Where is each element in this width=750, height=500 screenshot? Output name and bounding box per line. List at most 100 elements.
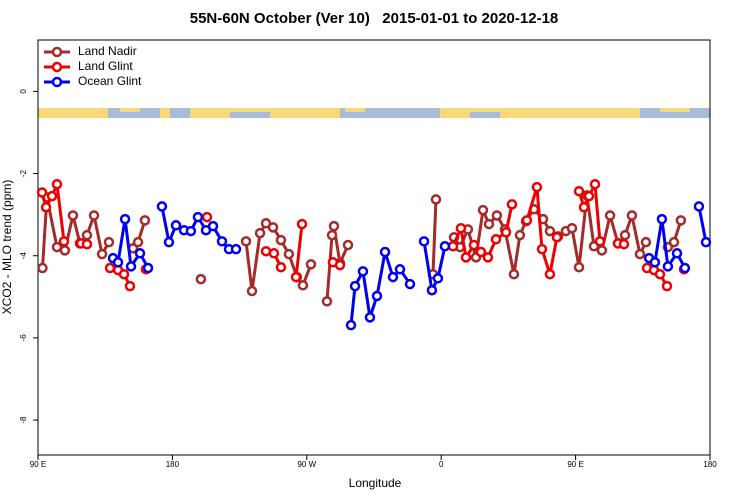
data-point xyxy=(426,284,438,296)
data-point xyxy=(596,245,608,256)
data-point xyxy=(119,213,131,225)
data-point xyxy=(185,225,197,237)
series-line xyxy=(40,197,111,269)
legend-label: Land Nadir xyxy=(78,44,137,58)
data-point xyxy=(490,234,502,245)
data-point xyxy=(36,187,48,198)
chart-title: 55N-60N October (Ver 10) 2015-01-01 to 2… xyxy=(190,10,559,27)
data-point xyxy=(551,231,563,243)
data-point xyxy=(58,236,70,247)
data-point xyxy=(573,185,585,197)
land-strip xyxy=(440,108,640,118)
data-point xyxy=(345,319,357,331)
data-point xyxy=(491,210,503,221)
data-point xyxy=(700,236,712,248)
data-point xyxy=(404,278,416,290)
data-point xyxy=(305,259,317,270)
data-point xyxy=(267,222,279,233)
x-tick-label: 90 E xyxy=(30,460,46,469)
data-point xyxy=(430,194,442,205)
data-point xyxy=(321,296,333,307)
x-tick-label: 0 xyxy=(439,460,444,469)
data-point xyxy=(468,239,480,251)
series-line xyxy=(431,199,438,275)
legend-label: Land Glint xyxy=(78,59,133,73)
legend-label: Ocean Glint xyxy=(78,74,142,88)
data-point xyxy=(37,262,48,274)
data-point xyxy=(334,259,346,271)
data-point xyxy=(514,229,526,241)
x-tick-label: 180 xyxy=(166,460,180,469)
data-point xyxy=(104,262,116,274)
data-point xyxy=(230,243,242,255)
data-point xyxy=(142,262,154,274)
data-point xyxy=(477,204,489,216)
data-point xyxy=(112,257,124,268)
data-point xyxy=(679,262,691,274)
data-point xyxy=(654,268,666,280)
data-point xyxy=(275,261,287,273)
data-point xyxy=(626,210,638,221)
data-point xyxy=(118,268,130,280)
data-point xyxy=(139,215,151,226)
data-point xyxy=(46,190,58,202)
data-point xyxy=(207,220,219,232)
data-point xyxy=(275,234,287,246)
data-point xyxy=(246,285,258,297)
y-tick-label: -6 xyxy=(19,334,28,342)
y-tick-label: -4 xyxy=(19,252,28,260)
data-point xyxy=(447,241,459,252)
data-point xyxy=(379,246,391,258)
legend-marker xyxy=(51,76,63,88)
data-point xyxy=(640,236,652,248)
data-point xyxy=(59,245,71,256)
data-point xyxy=(296,218,308,230)
data-point xyxy=(124,280,136,292)
data-point xyxy=(268,248,280,259)
y-tick-label: -2 xyxy=(19,169,28,177)
data-point xyxy=(521,215,533,226)
data-point xyxy=(544,268,556,280)
data-point xyxy=(88,210,100,221)
data-point xyxy=(216,236,228,247)
legend-marker xyxy=(51,46,63,58)
ocean-strip xyxy=(38,108,710,118)
data-point xyxy=(195,273,207,285)
data-point xyxy=(326,229,338,241)
data-point xyxy=(418,236,430,247)
data-point xyxy=(619,229,631,241)
series-line xyxy=(422,241,447,296)
data-point xyxy=(583,190,595,202)
data-point xyxy=(201,211,213,223)
data-point xyxy=(439,241,451,252)
land-strip xyxy=(38,108,108,118)
x-tick-label: 180 xyxy=(703,460,717,469)
data-point xyxy=(134,248,146,259)
data-point xyxy=(81,238,93,250)
data-point xyxy=(283,248,295,260)
data-point xyxy=(371,290,383,302)
data-point xyxy=(531,181,543,193)
data-point xyxy=(432,273,444,284)
data-point xyxy=(156,201,168,212)
data-point xyxy=(649,257,661,268)
data-point xyxy=(96,248,108,260)
data-point xyxy=(618,238,630,250)
data-point xyxy=(394,264,406,275)
x-tick-label: 90 E xyxy=(567,460,583,469)
data-point xyxy=(103,236,115,248)
y-tick-label: 0 xyxy=(19,89,28,94)
data-point xyxy=(51,178,63,190)
data-point xyxy=(662,261,674,272)
data-point xyxy=(357,266,369,277)
data-point xyxy=(240,236,252,247)
series-line xyxy=(294,223,304,278)
data-point xyxy=(342,239,354,251)
data-point xyxy=(500,227,512,238)
data-point xyxy=(132,236,144,248)
data-point xyxy=(125,261,137,272)
data-point xyxy=(170,220,182,231)
data-point xyxy=(67,210,79,221)
data-point xyxy=(668,236,680,248)
